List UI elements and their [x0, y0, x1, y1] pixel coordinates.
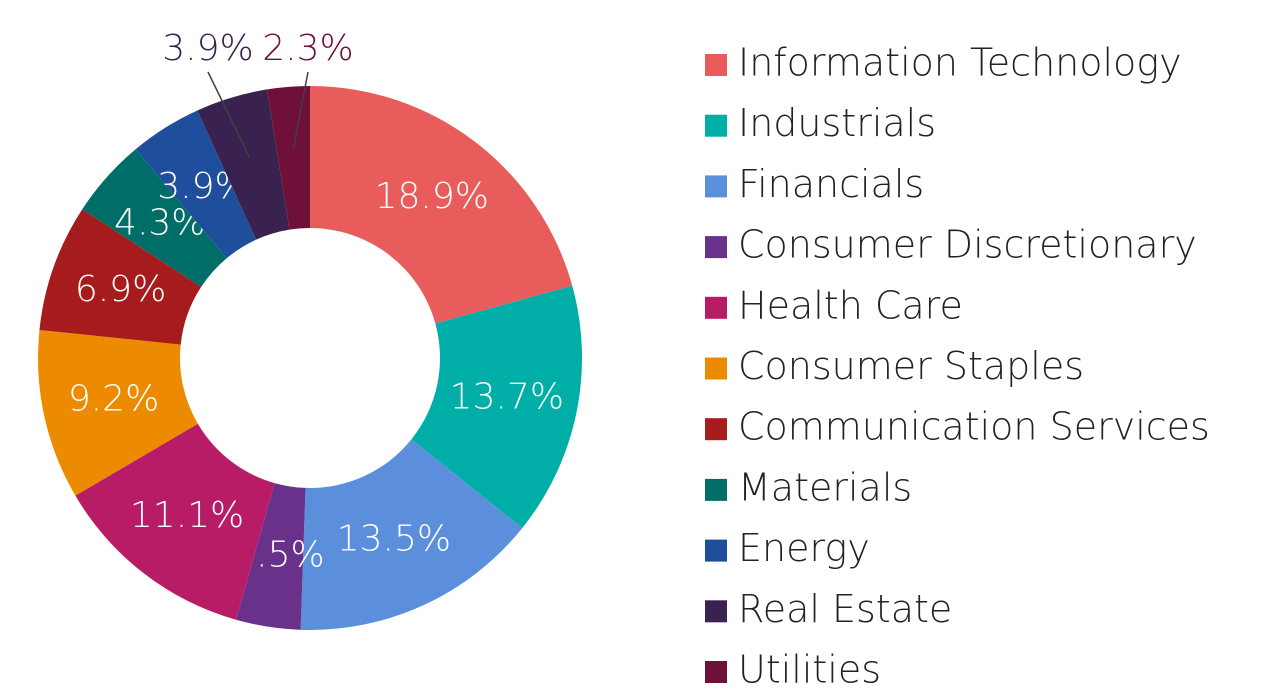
data-label: 9.2%: [68, 379, 159, 420]
data-label: 2.3%: [262, 28, 353, 69]
data-label: 6.9%: [75, 269, 166, 310]
data-label: 11.1%: [130, 495, 244, 536]
legend-swatch: [705, 357, 727, 380]
data-label: 3.9%: [162, 28, 253, 69]
legend-label: Utilities: [738, 648, 881, 692]
legend-swatch: [705, 418, 727, 441]
legend-label: Real Estate: [738, 587, 952, 631]
donut-slice: [235, 483, 306, 630]
legend-swatch: [705, 114, 727, 137]
leader-line: [292, 71, 309, 149]
data-label: 13.7%: [450, 377, 564, 418]
legend-label: Industrials: [738, 101, 936, 145]
donut-slice: [37, 329, 198, 496]
legend-swatch: [705, 600, 727, 623]
legend-swatch: [705, 54, 727, 76]
donut-slice: [82, 149, 227, 287]
donut-slice: [310, 86, 573, 324]
donut-slice: [300, 439, 523, 630]
data-label: 13.5%: [337, 519, 451, 560]
legend-swatch: [705, 661, 727, 683]
donut-slice: [75, 423, 275, 620]
donut-slice: [267, 86, 310, 230]
donut-slice: [39, 209, 202, 345]
legend-swatch: [705, 478, 727, 501]
legend-label: Consumer Staples: [738, 344, 1084, 388]
legend-label: Health Care: [738, 283, 963, 327]
legend-swatch: [705, 175, 727, 198]
legend-swatch: [705, 296, 727, 319]
data-label: 18.9%: [375, 176, 489, 217]
donut-slice: [197, 89, 290, 240]
legend-swatch: [705, 236, 727, 259]
legend-label: Communication Services: [738, 405, 1210, 449]
legend-label: Energy: [738, 526, 870, 570]
donut-slice: [135, 110, 257, 259]
legend-label: Materials: [738, 465, 912, 509]
legend-label: Consumer Discretionary: [738, 223, 1197, 267]
legend-swatch: [705, 539, 727, 562]
leader-line: [207, 71, 251, 158]
legend-label: Financials: [738, 162, 924, 206]
donut-slice: [411, 285, 582, 529]
legend-label: Information Technology: [738, 41, 1182, 85]
